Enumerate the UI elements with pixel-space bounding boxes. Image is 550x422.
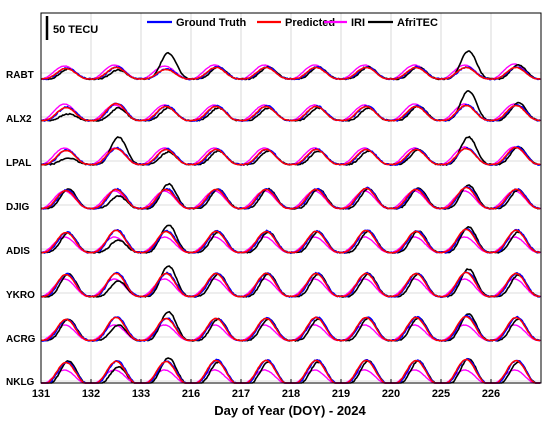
station-panel — [40, 50, 541, 81]
x-tick-label: 216 — [182, 388, 200, 400]
x-tick-label: 133 — [132, 388, 150, 400]
x-tick-label: 226 — [482, 388, 500, 400]
x-ticks: 131 132 133 216 217 218 219 220 225 226 — [32, 379, 500, 400]
series-line-predicted — [40, 186, 541, 210]
legend-label-afritec: AfriTEC — [397, 17, 438, 29]
station-panel — [40, 135, 541, 166]
x-tick-label: 225 — [432, 388, 450, 400]
x-tick-label: 220 — [382, 388, 400, 400]
legend: Ground Truth Predicted IRI AfriTEC — [147, 17, 438, 29]
scale-label: 50 TECU — [53, 24, 98, 36]
legend-label-predicted: Predicted — [285, 17, 335, 29]
grid — [41, 13, 541, 383]
station-panel — [40, 182, 541, 210]
station-label: ACRG — [6, 334, 36, 345]
x-tick-label: 218 — [282, 388, 300, 400]
series-line-predicted — [40, 316, 541, 342]
station-panel — [40, 224, 541, 254]
legend-label-ground-truth: Ground Truth — [176, 17, 247, 29]
x-axis-label: Day of Year (DOY) - 2024 — [214, 403, 366, 418]
series-line-predicted — [40, 102, 541, 122]
series-line-predicted — [40, 66, 541, 81]
station-labels: RABT ALX2 LPAL DJIG ADIS YKRO ACRG NKLG — [6, 70, 36, 388]
station-panel — [40, 265, 541, 298]
series-line-predicted — [40, 271, 541, 298]
station-label: NKLG — [6, 377, 35, 388]
station-panel — [40, 310, 541, 342]
station-panel — [40, 90, 541, 122]
series-line-ground-truth — [40, 228, 541, 254]
x-tick-label: 219 — [332, 388, 350, 400]
station-label: DJIG — [6, 202, 30, 213]
series-line-predicted — [40, 146, 541, 166]
station-label: RABT — [6, 70, 34, 81]
x-tick-label: 131 — [32, 388, 50, 400]
station-label: ADIS — [6, 246, 30, 257]
station-label: YKRO — [6, 290, 35, 301]
legend-label-iri: IRI — [351, 17, 365, 29]
station-label: ALX2 — [6, 114, 32, 125]
station-label: LPAL — [6, 158, 31, 169]
x-tick-label: 217 — [232, 388, 250, 400]
series-lines — [40, 50, 541, 384]
x-tick-label: 132 — [82, 388, 100, 400]
series-line-predicted — [40, 228, 541, 254]
